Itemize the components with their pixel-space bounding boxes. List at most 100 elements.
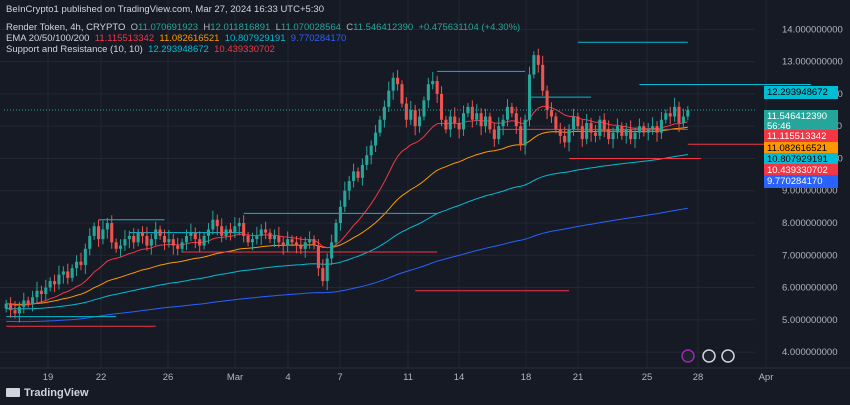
candle-body bbox=[536, 55, 540, 65]
candle-body bbox=[378, 119, 382, 133]
tradingview-logo[interactable]: TradingView bbox=[6, 387, 89, 399]
candle-body bbox=[193, 232, 197, 240]
candle-body bbox=[620, 126, 624, 136]
candle-body bbox=[519, 126, 523, 146]
candle-body bbox=[409, 110, 413, 120]
candle-body bbox=[184, 235, 189, 243]
x-tick-label: 18 bbox=[521, 372, 532, 383]
event-flag-icon bbox=[721, 349, 735, 363]
candle-body bbox=[523, 119, 527, 146]
candle-body bbox=[312, 239, 316, 246]
candle-body bbox=[118, 245, 123, 249]
x-tick-label: 26 bbox=[163, 372, 174, 383]
candle-body bbox=[629, 129, 633, 140]
ema-label: EMA 20/50/100/200 bbox=[6, 33, 90, 44]
candle-body bbox=[541, 64, 545, 91]
candle-body bbox=[404, 103, 408, 120]
candle-body bbox=[514, 113, 518, 127]
candle-body bbox=[255, 235, 259, 240]
candle-body bbox=[365, 155, 369, 165]
x-tick-label: 7 bbox=[337, 372, 342, 383]
price-label-ema20: 11.115513342 bbox=[764, 130, 838, 143]
ema20-value: 11.115513342 bbox=[94, 33, 155, 44]
candle-body bbox=[475, 113, 479, 120]
x-tick-label: 21 bbox=[573, 372, 584, 383]
candle-body bbox=[114, 242, 118, 249]
candle-body bbox=[83, 248, 87, 265]
candle-body bbox=[422, 100, 426, 117]
high-value: 12.011816891 bbox=[210, 22, 271, 33]
y-tick-label: 14.000000000 bbox=[782, 24, 843, 35]
candle-body bbox=[585, 122, 589, 140]
close-label: C bbox=[346, 22, 354, 33]
candle-body bbox=[158, 229, 162, 236]
candle-body bbox=[554, 116, 558, 130]
candle-body bbox=[356, 171, 360, 178]
candle-body bbox=[303, 242, 307, 249]
candle-body bbox=[61, 271, 65, 275]
candle-body bbox=[228, 229, 233, 233]
candle-body bbox=[39, 290, 43, 294]
candle-body bbox=[22, 300, 26, 307]
candle-body bbox=[79, 261, 83, 265]
candle-body bbox=[101, 229, 105, 240]
candle-body bbox=[488, 116, 492, 130]
candle-body bbox=[162, 235, 167, 243]
candle-body bbox=[664, 113, 668, 120]
candle-body bbox=[444, 119, 448, 130]
candle-body bbox=[66, 271, 70, 278]
ema200-value: 9.770284170 bbox=[290, 33, 347, 44]
candle-body bbox=[136, 232, 140, 243]
candle-body bbox=[127, 235, 131, 240]
candle-body bbox=[57, 274, 61, 285]
candle-body bbox=[250, 239, 254, 243]
current-price: 11.546412390 bbox=[767, 111, 828, 122]
candle-body bbox=[382, 106, 386, 120]
candle-body bbox=[642, 126, 646, 133]
y-tick-label: 7.000000000 bbox=[782, 250, 837, 261]
x-tick-label: Apr bbox=[759, 372, 774, 383]
sr-label: Support and Resistance (10, 10) bbox=[6, 44, 143, 55]
candle-body bbox=[281, 242, 285, 246]
candle-body bbox=[211, 219, 215, 230]
candle-body bbox=[655, 126, 659, 133]
candle-body bbox=[123, 239, 127, 246]
sr-legend: Support and Resistance (10, 10) 12.29394… bbox=[6, 44, 275, 55]
x-tick-label: Mar bbox=[227, 372, 243, 383]
x-tick-label: 22 bbox=[96, 372, 107, 383]
candle-body bbox=[264, 229, 268, 233]
candle-body bbox=[4, 303, 8, 309]
candle-body bbox=[567, 129, 571, 143]
event-lightning-icon bbox=[681, 349, 695, 363]
brand-label: TradingView bbox=[24, 387, 89, 399]
candle-body bbox=[633, 132, 637, 140]
ema100-value: 10.807929191 bbox=[224, 33, 286, 44]
candle-body bbox=[571, 116, 576, 130]
candle-body bbox=[637, 126, 641, 133]
candle-body bbox=[110, 223, 114, 243]
candle-body bbox=[501, 119, 505, 127]
candle-body bbox=[325, 258, 329, 282]
x-tick-label: 19 bbox=[43, 372, 54, 383]
candle-body bbox=[286, 239, 290, 246]
candle-body bbox=[497, 126, 501, 140]
candle-body bbox=[294, 242, 298, 246]
change-value: +0.475631104 (+4.30%) bbox=[418, 22, 521, 33]
candle-body bbox=[167, 239, 171, 243]
candle-body bbox=[466, 106, 470, 114]
candle-body bbox=[330, 242, 334, 259]
candle-body bbox=[440, 93, 444, 120]
candle-body bbox=[391, 77, 395, 91]
candle-body bbox=[677, 106, 681, 123]
candle-body bbox=[527, 74, 532, 120]
high-label: H bbox=[203, 22, 211, 33]
ema50-line bbox=[6, 126, 688, 305]
event-flag-icon bbox=[702, 349, 716, 363]
candle-body bbox=[92, 226, 96, 236]
candle-body bbox=[268, 232, 272, 240]
open-label: O bbox=[130, 22, 139, 33]
candle-body bbox=[9, 303, 13, 311]
candle-body bbox=[224, 229, 228, 236]
candle-body bbox=[140, 232, 145, 236]
